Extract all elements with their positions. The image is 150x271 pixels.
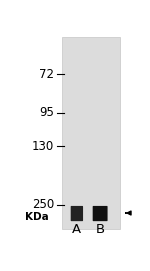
Text: B: B [96,223,105,236]
Text: 130: 130 [32,140,54,153]
Bar [62,37,120,229]
FancyBboxPatch shape [93,206,108,221]
Text: KDa: KDa [25,212,49,222]
FancyBboxPatch shape [71,206,83,221]
Text: 95: 95 [39,106,54,119]
Text: A: A [72,223,81,236]
Text: 250: 250 [32,198,54,211]
Text: 72: 72 [39,68,54,81]
